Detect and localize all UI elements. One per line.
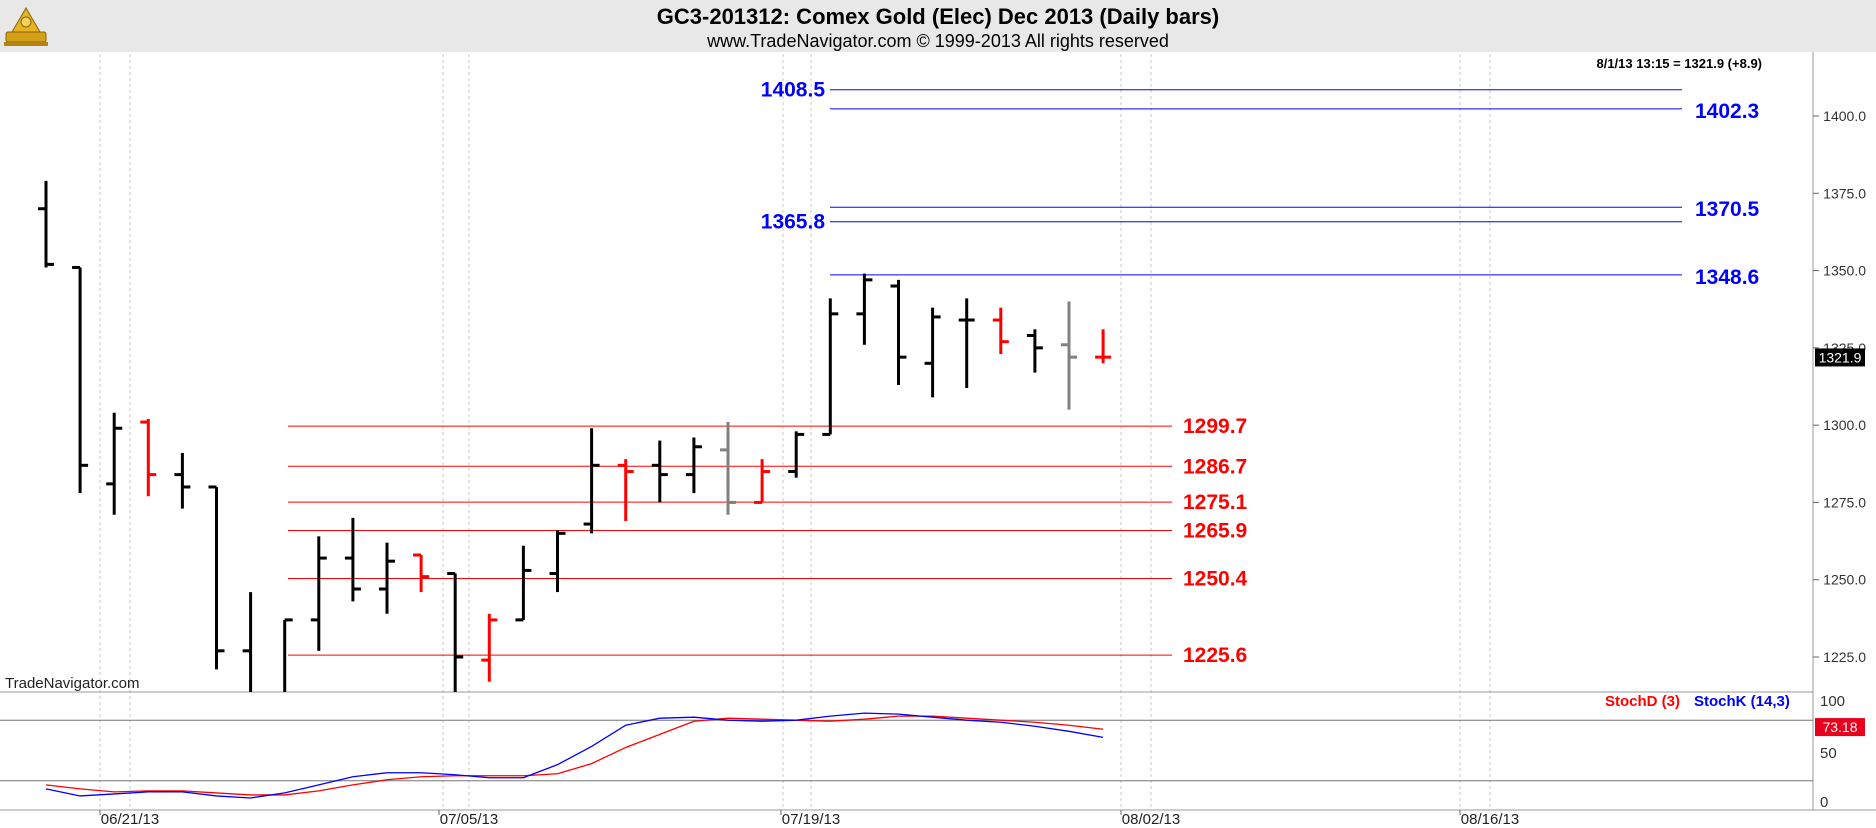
date-axis-label: 07/19/13 bbox=[782, 811, 840, 828]
price-axis-background bbox=[1813, 52, 1876, 828]
resistance-label: 1348.6 bbox=[1695, 266, 1759, 289]
price-axis-label: 1350.0 bbox=[1823, 263, 1866, 279]
support-label: 1275.1 bbox=[1183, 491, 1248, 514]
support-label: 1286.7 bbox=[1183, 455, 1247, 478]
chart-title: GC3-201312: Comex Gold (Elec) Dec 2013 (… bbox=[656, 4, 1220, 29]
chart-background bbox=[0, 52, 1876, 828]
support-label: 1250.4 bbox=[1183, 567, 1248, 590]
price-axis-label: 1250.0 bbox=[1823, 572, 1866, 588]
chart-header: GC3-201312: Comex Gold (Elec) Dec 2013 (… bbox=[0, 0, 1876, 52]
date-axis-label: 07/05/13 bbox=[440, 811, 498, 828]
last-quote-text: 8/1/13 13:15 = 1321.9 (+8.9) bbox=[1596, 56, 1762, 71]
price-axis-label: 1375.0 bbox=[1823, 185, 1866, 201]
price-axis-label: 1300.0 bbox=[1823, 417, 1866, 433]
support-label: 1299.7 bbox=[1183, 415, 1247, 438]
date-axis-label: 08/02/13 bbox=[1122, 811, 1180, 828]
resistance-label: 1408.5 bbox=[761, 79, 826, 102]
resistance-label: 1365.8 bbox=[761, 211, 826, 234]
trade-navigator-logo bbox=[2, 2, 52, 52]
watermark-text: TradeNavigator.com bbox=[5, 675, 140, 692]
chart-subtitle: www.TradeNavigator.com © 1999-2013 All r… bbox=[707, 31, 1169, 51]
stoch-d-legend: StochD (3) bbox=[1605, 693, 1680, 710]
date-axis-label: 08/16/13 bbox=[1461, 811, 1519, 828]
resistance-label: 1402.3 bbox=[1695, 100, 1759, 123]
stoch-axis-label: 50 bbox=[1820, 745, 1837, 762]
last-price-marker bbox=[1815, 348, 1865, 367]
price-axis-label: 1400.0 bbox=[1823, 108, 1866, 124]
support-label: 1225.6 bbox=[1183, 644, 1247, 667]
date-axis-label: 06/21/13 bbox=[101, 811, 159, 828]
support-label: 1265.9 bbox=[1183, 520, 1247, 543]
stoch-axis-label: 0 bbox=[1820, 794, 1828, 811]
stoch-k-line bbox=[45, 712, 1104, 799]
price-axis-label: 1275.0 bbox=[1823, 494, 1866, 510]
stoch-k-legend: StochK (14,3) bbox=[1694, 693, 1790, 710]
stoch-axis-label: 100 bbox=[1820, 693, 1845, 710]
stoch-last-marker bbox=[1815, 718, 1865, 737]
stoch-last-value-label: 73.18 bbox=[1822, 719, 1857, 735]
price-axis-label: 1225.0 bbox=[1823, 649, 1866, 665]
resistance-label: 1370.5 bbox=[1695, 198, 1760, 221]
price-chart[interactable]: 1225.01250.01275.01300.01325.01350.01375… bbox=[0, 52, 1876, 828]
last-price-label: 1321.9 bbox=[1819, 349, 1862, 365]
